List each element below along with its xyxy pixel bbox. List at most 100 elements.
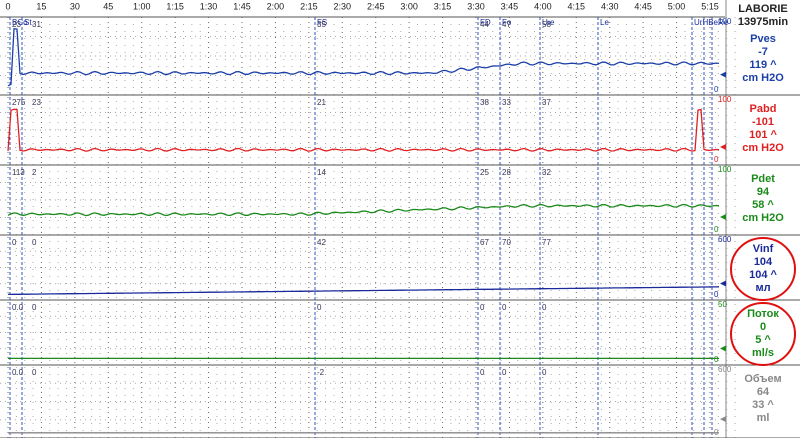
- channel-name: Объем: [744, 373, 781, 385]
- channel-name: Pdet: [751, 173, 775, 185]
- event-value: 0: [502, 368, 507, 377]
- highlight-circle: [730, 302, 796, 366]
- event-value: 31: [32, 20, 41, 29]
- scale-bottom: 0: [714, 225, 719, 234]
- channel-max-value: 5 ^: [755, 334, 771, 346]
- event-value: 42: [317, 238, 326, 247]
- channel-name: Vinf: [753, 243, 774, 255]
- event-value: 21: [317, 98, 326, 107]
- channel-name: Pabd: [750, 103, 777, 115]
- event-value: 0: [502, 303, 507, 312]
- time-label: 1:30: [200, 1, 218, 11]
- scale-top: 600: [718, 235, 732, 244]
- channel-unit: ml: [757, 412, 770, 424]
- header-subtitle: 13975min: [738, 16, 788, 28]
- event-label: Le: [600, 18, 609, 27]
- time-label: 5:15: [701, 1, 719, 11]
- time-label: 2:00: [267, 1, 285, 11]
- channel-value: 0: [760, 321, 766, 333]
- time-label: 3:45: [501, 1, 519, 11]
- time-label: 5:00: [668, 1, 686, 11]
- event-value: 0.0: [12, 368, 24, 377]
- event-value: 70: [502, 238, 511, 247]
- time-label: 0: [5, 1, 10, 11]
- trace: [7, 203, 720, 217]
- time-label: 2:30: [334, 1, 352, 11]
- channel-unit: cm H2O: [742, 212, 784, 224]
- event-label: Uıe: [542, 18, 555, 27]
- scale-marker: [720, 144, 726, 150]
- scale-bottom: 0: [714, 85, 719, 94]
- scale-top: 100: [718, 165, 732, 174]
- channel-name: Pves: [750, 33, 776, 45]
- event-value: 2: [32, 168, 37, 177]
- scale-top: 100: [718, 95, 732, 104]
- trace: [8, 286, 720, 296]
- time-label: 3:15: [434, 1, 452, 11]
- scale-top: 50: [718, 300, 727, 309]
- event-value: 0: [542, 303, 547, 312]
- event-label: FS: [317, 18, 327, 27]
- scale-bottom: 0: [714, 355, 719, 364]
- header-title: LABORIE: [738, 3, 788, 15]
- time-label: 30: [70, 1, 80, 11]
- scale-marker: [720, 280, 726, 287]
- scale-top: 100: [718, 17, 732, 26]
- channel-value: -101: [752, 116, 774, 128]
- event-value: 0: [542, 368, 547, 377]
- scale-marker: [720, 345, 726, 352]
- event-value: 0: [32, 238, 37, 247]
- event-value: 0: [480, 303, 485, 312]
- event-value: 35: [317, 20, 326, 29]
- event-value: 14: [317, 168, 326, 177]
- event-value: 25: [480, 168, 489, 177]
- highlight-circle: [730, 237, 796, 301]
- scale-bottom: 0: [714, 155, 719, 164]
- time-label: 2:15: [300, 1, 318, 11]
- time-label: 4:45: [634, 1, 652, 11]
- event-value: 0.0: [12, 303, 24, 312]
- channel-unit: мл: [755, 282, 770, 294]
- event-value: 0: [317, 303, 322, 312]
- time-label: 15: [36, 1, 46, 11]
- event-value: 0: [32, 303, 37, 312]
- time-label: 3:00: [400, 1, 418, 11]
- time-label: 3:30: [467, 1, 485, 11]
- event-value: 67: [480, 238, 489, 247]
- channel-value: -7: [758, 46, 768, 58]
- event-value: 0: [480, 368, 485, 377]
- event-label: Fo: [502, 18, 512, 27]
- scale-top: 600: [718, 365, 732, 374]
- event-label: FD: [480, 18, 491, 27]
- event-value: 38: [480, 98, 489, 107]
- event-value: 47: [502, 20, 511, 29]
- channel-value: 64: [757, 386, 770, 398]
- event-value: 77: [542, 238, 551, 247]
- channel-value: 104: [754, 256, 773, 268]
- time-label: 4:00: [534, 1, 552, 11]
- event-value: 58: [542, 20, 551, 29]
- event-label: BCo: [12, 18, 28, 27]
- channel-unit: cm H2O: [742, 142, 784, 154]
- event-value: 33: [502, 98, 511, 107]
- event-value: 0: [12, 238, 17, 247]
- event-value: 113: [12, 168, 25, 177]
- channel-max-value: 119 ^: [749, 59, 777, 71]
- event-value: 28: [502, 168, 511, 177]
- time-label: 4:30: [601, 1, 619, 11]
- event-label: UrHBeRe: [694, 18, 729, 27]
- event-value: 0: [32, 368, 37, 377]
- trace: [7, 27, 720, 87]
- scale-marker: [720, 71, 726, 78]
- event-value: -2: [317, 368, 325, 377]
- channel-max-value: 58 ^: [752, 199, 774, 211]
- time-label: 2:45: [367, 1, 385, 11]
- trace: [7, 108, 720, 152]
- channel-max-value: 33 ^: [752, 399, 774, 411]
- time-label: 1:45: [233, 1, 251, 11]
- channel-unit: ml/s: [752, 347, 774, 359]
- scale-marker: [720, 416, 726, 423]
- event-value: 275: [12, 98, 26, 107]
- time-label: 1:15: [166, 1, 184, 11]
